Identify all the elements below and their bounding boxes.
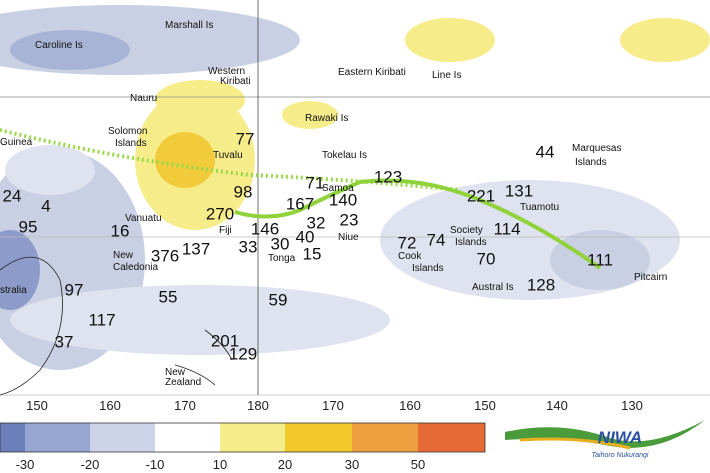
longitude-label: 160 (99, 398, 121, 413)
rainfall-value: 201 (211, 331, 239, 350)
rainfall-value: 98 (234, 182, 253, 201)
place-label: Caledonia (113, 262, 158, 273)
place-label: Islands (575, 157, 607, 168)
place-label: stralia (0, 285, 27, 296)
scale-tick-label: 50 (411, 457, 425, 472)
rainfall-value: 30 (271, 234, 290, 253)
rainfall-value: 59 (269, 290, 288, 309)
rainfall-value: 33 (239, 237, 258, 256)
place-label: Tuvalu (213, 150, 243, 161)
rainfall-value: 123 (374, 167, 402, 186)
longitude-axis: 150 160 170 180 170 160 150 140 130 (26, 398, 643, 413)
logo-subtitle: Taihoro Nukurangi (592, 452, 649, 459)
rainfall-value: 23 (340, 210, 359, 229)
place-label: Society (450, 225, 483, 236)
place-label: Vanuatu (125, 213, 162, 224)
place-label: Fiji (219, 225, 232, 236)
longitude-label: 170 (322, 398, 344, 413)
place-label: Western (208, 66, 245, 77)
place-label: Tokelau Is (322, 150, 367, 161)
scale-tick-label: 10 (213, 457, 227, 472)
place-label: Tonga (268, 253, 296, 264)
rainfall-value: 146 (251, 219, 279, 238)
scale-tick-label: 30 (345, 457, 359, 472)
rainfall-value: 74 (427, 230, 446, 249)
longitude-label: 140 (546, 398, 568, 413)
longitude-label: 180 (247, 398, 269, 413)
rainfall-value: 55 (159, 287, 178, 306)
rainfall-value: 70 (477, 249, 496, 268)
rainfall-value: 128 (527, 275, 555, 294)
rainfall-value: 131 (505, 181, 533, 200)
scale-tick-label: -30 (16, 457, 35, 472)
place-label: Solomon (108, 126, 147, 137)
rainfall-value: 221 (467, 186, 495, 205)
place-label: Austral Is (472, 282, 514, 293)
scale-tick-label: -20 (81, 457, 100, 472)
scale-tick-label: -10 (146, 457, 165, 472)
rainfall-value: 114 (493, 219, 520, 238)
rainfall-value: 44 (536, 142, 555, 161)
rainfall-value: 4 (41, 196, 50, 215)
place-label: Nauru (130, 93, 157, 104)
rainfall-value: 15 (303, 244, 322, 263)
place-label: Islands (455, 237, 487, 248)
longitude-label: 160 (399, 398, 421, 413)
place-label: Marquesas (572, 143, 621, 154)
place-label: Zealand (165, 377, 201, 388)
rainfall-value: 167 (286, 194, 314, 213)
rainfall-value: 111 (587, 250, 613, 269)
rainfall-values: 77 44 24 4 98 123 221 131 71 167 140 270 146 32 23 95 16… (3, 129, 613, 363)
place-label: Guinea (0, 137, 33, 148)
place-label: Rawaki Is (305, 113, 348, 124)
longitude-label: 170 (174, 398, 196, 413)
rainfall-value: 95 (19, 217, 38, 236)
place-label: Eastern Kiribati (338, 67, 406, 78)
rainfall-value: 97 (65, 280, 84, 299)
place-label: Islands (115, 138, 147, 149)
niwa-logo: NIWA Taihoro Nukurangi (505, 420, 705, 459)
longitude-label: 130 (621, 398, 643, 413)
rainfall-value: 140 (329, 190, 357, 209)
place-label: Kiribati (220, 76, 251, 87)
rainfall-value: 77 (236, 129, 255, 148)
scale-tick-label: 20 (278, 457, 292, 472)
place-label: Tuamotu (520, 202, 559, 213)
rainfall-value: 40 (296, 227, 315, 246)
rainfall-value: 37 (55, 332, 74, 351)
longitude-label: 150 (474, 398, 496, 413)
rainfall-value: 32 (307, 213, 326, 232)
longitude-label: 150 (26, 398, 48, 413)
rainfall-value: 71 (306, 173, 325, 192)
rainfall-value: 376 (151, 246, 179, 265)
place-label: Line Is (432, 70, 461, 81)
map-background (0, 0, 710, 396)
place-label: New (113, 250, 134, 261)
rainfall-value: 137 (182, 239, 210, 258)
rainfall-value: 16 (111, 221, 130, 240)
place-label: Caroline Is (35, 40, 83, 51)
place-label: Marshall Is (165, 20, 213, 31)
place-label: Niue (338, 232, 359, 243)
place-label: Cook (398, 251, 422, 262)
place-label: Pitcairn (634, 272, 667, 283)
rainfall-value: 117 (88, 310, 115, 329)
place-label: Islands (412, 263, 444, 274)
rainfall-value: 270 (206, 204, 234, 223)
rainfall-value: 24 (3, 186, 22, 205)
rainfall-value: 129 (229, 344, 257, 363)
color-scale: -30 -20 -10 10 20 30 50 (0, 422, 486, 472)
place-label: New (165, 367, 186, 378)
logo-name: NIWA (598, 428, 642, 447)
rainfall-value: 72 (398, 233, 417, 252)
place-label: Samoa (322, 183, 354, 194)
